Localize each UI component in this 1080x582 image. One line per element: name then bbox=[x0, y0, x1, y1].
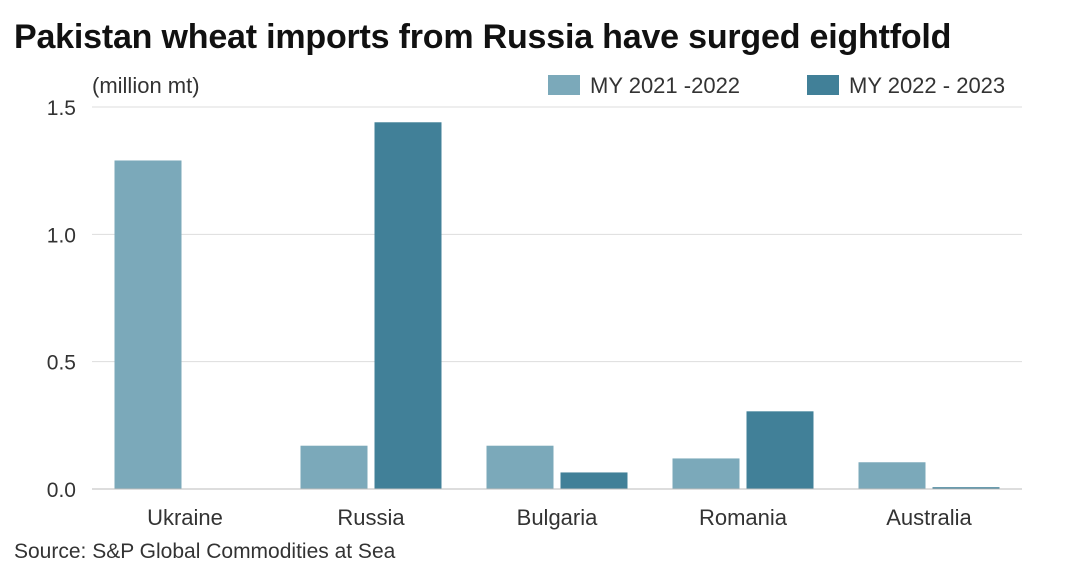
legend: MY 2021 -2022 MY 2022 - 2023 bbox=[548, 73, 1005, 98]
legend-label-series-2: MY 2022 - 2023 bbox=[849, 73, 1005, 98]
grid-lines bbox=[92, 106, 1022, 363]
legend-swatch-series-1 bbox=[548, 75, 580, 95]
bar-romania-series-1 bbox=[672, 458, 740, 489]
x-category-label: Bulgaria bbox=[517, 505, 598, 530]
y-axis-ticks: 0.0 0.5 1.0 1.5 bbox=[47, 97, 76, 502]
x-category-label: Ukraine bbox=[147, 505, 223, 530]
x-axis-categories: Ukraine Russia Bulgaria Romania Australia bbox=[147, 505, 972, 530]
bar-bulgaria-series-2 bbox=[560, 472, 628, 489]
chart-title: Pakistan wheat imports from Russia have … bbox=[14, 18, 952, 56]
unit-label: (million mt) bbox=[92, 73, 200, 98]
bars bbox=[114, 122, 1000, 490]
bar-bulgaria-series-1 bbox=[486, 445, 554, 489]
legend-swatch-series-2 bbox=[807, 75, 839, 95]
bar-australia-series-2 bbox=[932, 487, 1000, 489]
x-category-label: Australia bbox=[886, 505, 972, 530]
y-tick-label: 0.5 bbox=[47, 352, 76, 375]
bar-australia-series-1 bbox=[858, 462, 926, 489]
legend-label-series-1: MY 2021 -2022 bbox=[590, 73, 740, 98]
bar-ukraine-series-1 bbox=[114, 160, 182, 490]
bar-russia-series-2 bbox=[374, 122, 442, 489]
x-category-label: Russia bbox=[337, 505, 405, 530]
x-category-label: Romania bbox=[699, 505, 788, 530]
bar-russia-series-1 bbox=[300, 445, 368, 489]
source-note: Source: S&P Global Commodities at Sea bbox=[14, 540, 396, 563]
y-tick-label: 0.0 bbox=[47, 479, 76, 502]
y-tick-label: 1.0 bbox=[47, 224, 76, 247]
bar-romania-series-2 bbox=[746, 411, 814, 489]
y-tick-label: 1.5 bbox=[47, 97, 76, 120]
